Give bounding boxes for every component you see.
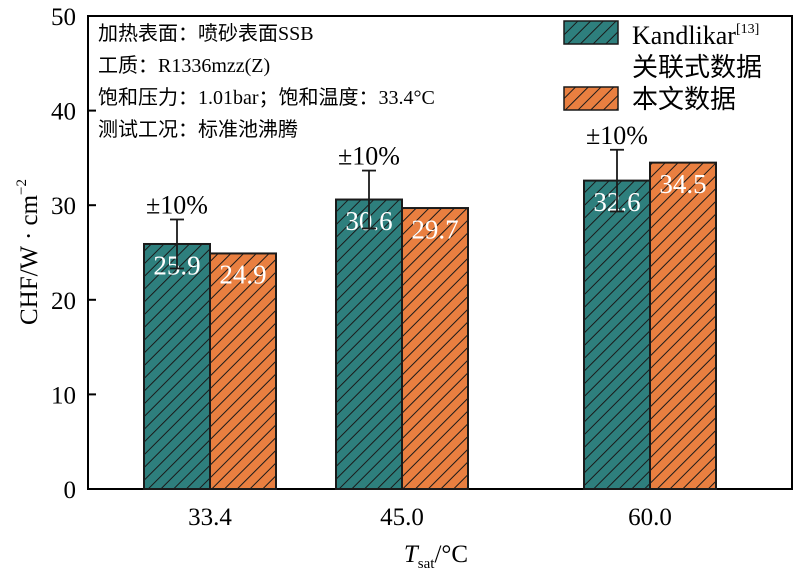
bar-kandlikar <box>143 242 211 490</box>
y-axis-base: CHF/W · cm <box>16 194 43 325</box>
annotation-condition: 测试工况：标准池沸腾 <box>98 118 298 141</box>
value-label-this-work: 24.9 <box>219 260 266 290</box>
y-tick-label: 30 <box>51 193 76 220</box>
x-axis-unit: /°C <box>434 541 468 568</box>
legend-swatch-kandlikar <box>563 20 619 45</box>
bar-kandlikar <box>583 179 651 490</box>
bar-this-work <box>401 207 469 490</box>
x-axis-subscript: sat <box>418 556 435 572</box>
value-label-this-work: 29.7 <box>411 214 458 244</box>
legend-swatch-this-work <box>563 86 619 111</box>
annotation-fluid: 工质：R1336mzz(Z) <box>98 54 270 77</box>
annotation-block: 加热表面：喷砂表面SSB 工质：R1336mzz(Z) 饱和压力：1.01bar… <box>98 22 435 141</box>
y-tick-label: 0 <box>64 477 77 504</box>
bars-group <box>143 161 717 491</box>
error-bars-group: ±10% ±10% ±10% <box>146 121 648 270</box>
y-tick-label: 20 <box>51 288 76 315</box>
bar-this-work <box>209 252 277 490</box>
x-axis-title: Tsat/°C <box>404 541 468 572</box>
x-tick-label: 60.0 <box>628 504 672 531</box>
x-axis: 33.4 45.0 60.0 <box>188 481 672 531</box>
error-label: ±10% <box>146 190 208 219</box>
annotation-surface: 加热表面：喷砂表面SSB <box>98 22 314 45</box>
y-axis: 0 10 20 30 40 50 <box>51 4 96 504</box>
legend-kandlikar-main: Kandlikar <box>632 21 736 50</box>
legend-label-kandlikar: Kandlikar[13] <box>632 21 759 50</box>
x-axis-symbol: T <box>404 541 420 568</box>
bar-this-work <box>649 161 717 490</box>
legend-label-this-work: 本文数据 <box>632 85 736 114</box>
legend: Kandlikar[13] 关联式数据 本文数据 <box>563 20 762 114</box>
y-tick-label: 10 <box>51 382 76 409</box>
x-tick-label: 45.0 <box>380 504 424 531</box>
legend-label-kandlikar-line2: 关联式数据 <box>632 53 762 82</box>
y-tick-label: 40 <box>51 99 76 126</box>
error-label: ±10% <box>586 121 648 150</box>
y-axis-title: CHF/W · cm−2 <box>14 179 43 325</box>
bar-kandlikar <box>335 198 403 491</box>
y-axis-sup: −2 <box>14 179 30 195</box>
x-tick-label: 33.4 <box>188 504 232 531</box>
annotation-saturation: 饱和压力：1.01bar；饱和温度：33.4°C <box>98 86 435 109</box>
value-label-this-work: 34.5 <box>659 169 706 199</box>
error-label: ±10% <box>338 142 400 171</box>
y-tick-label: 50 <box>51 4 76 31</box>
legend-kandlikar-ref: [13] <box>736 22 759 37</box>
